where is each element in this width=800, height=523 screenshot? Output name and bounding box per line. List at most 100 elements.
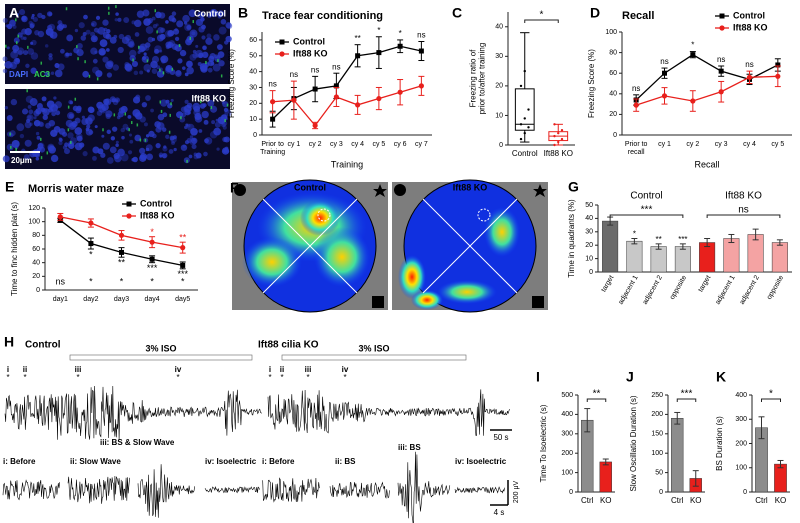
point	[557, 140, 560, 144]
cue	[234, 184, 246, 196]
cilia	[168, 130, 171, 134]
nucleus	[21, 108, 29, 115]
nucleus	[2, 17, 8, 23]
bar	[771, 242, 788, 273]
nucleus	[10, 50, 19, 59]
sig-label: *	[399, 29, 402, 38]
x-axis-label: Training	[331, 159, 363, 169]
cilia	[170, 102, 172, 106]
legend-label: Control	[293, 36, 325, 46]
y-tick-label: 20	[609, 111, 617, 118]
nucleus	[155, 143, 161, 149]
cilia	[10, 145, 12, 149]
point	[118, 232, 125, 238]
nucleus	[102, 56, 109, 63]
nucleus	[174, 36, 180, 41]
nucleus	[207, 67, 213, 73]
nucleus	[224, 40, 229, 45]
sig-label: **	[355, 34, 361, 43]
error-bar	[758, 416, 765, 440]
nucleus	[109, 146, 117, 154]
point	[119, 249, 124, 255]
nucleus	[29, 122, 33, 126]
nucleus	[86, 124, 91, 129]
y-tick-label: 20	[32, 273, 40, 280]
cilia	[102, 128, 104, 132]
error-bar	[602, 458, 609, 466]
chart-title: Trace fear conditioning	[262, 10, 383, 22]
nucleus	[179, 116, 186, 123]
cilia	[224, 119, 226, 123]
y-axis-label: Slow Oscillatio Duration (s)	[629, 395, 638, 491]
cilia	[205, 60, 207, 64]
nucleus	[21, 28, 28, 35]
y-tick-label: 0	[743, 489, 747, 496]
nucleus	[191, 144, 197, 150]
nucleus	[147, 36, 154, 43]
segment-marker: iii	[305, 365, 312, 374]
x-tick-label: adjacent 2	[739, 274, 761, 306]
heat-blob	[437, 280, 497, 304]
scale-label: 20μm	[11, 156, 32, 165]
nucleus	[159, 33, 166, 40]
nucleus	[104, 98, 112, 106]
nucleus	[47, 143, 55, 151]
sig-label: ns	[745, 60, 753, 69]
nucleus	[85, 29, 91, 35]
y-tick-label: 30	[495, 53, 503, 60]
nucleus	[123, 17, 130, 24]
nucleus	[47, 144, 55, 152]
y-tick-label: 20	[249, 100, 257, 107]
nucleus	[9, 61, 18, 70]
nucleus	[29, 23, 35, 29]
point-label: ***	[147, 263, 158, 273]
segment-star: *	[23, 373, 26, 382]
nucleus	[111, 98, 116, 103]
nucleus	[168, 15, 175, 22]
nucleus	[163, 145, 167, 149]
cilia	[132, 58, 134, 62]
nucleus	[48, 53, 53, 58]
cilia	[154, 9, 157, 13]
series-line	[272, 85, 422, 127]
x-tick-label: Control	[512, 149, 538, 158]
panel-label: I	[536, 369, 540, 385]
nucleus	[36, 103, 43, 110]
nucleus	[165, 134, 170, 139]
nucleus	[72, 105, 79, 112]
segment-star: *	[6, 373, 9, 382]
y-tick-label: 50	[655, 469, 663, 476]
nucleus	[198, 129, 203, 133]
nucleus	[90, 47, 98, 55]
legend-marker	[126, 201, 132, 207]
nucleus	[113, 34, 118, 39]
nucleus	[143, 64, 152, 72]
x-axis-label: Recall	[694, 159, 719, 169]
nucleus	[134, 32, 140, 37]
y-axis-label: BS Duration (s)	[715, 416, 724, 471]
y-tick-label: 60	[609, 70, 617, 77]
point	[355, 53, 361, 59]
cilia	[186, 159, 188, 163]
sig-label: ns	[290, 70, 298, 79]
x-tick-label: Prior to recall	[625, 141, 648, 156]
nucleus	[189, 137, 197, 146]
nucleus	[218, 26, 227, 35]
sig-label: ns	[417, 31, 425, 40]
nucleus	[37, 121, 44, 127]
nucleus	[220, 19, 227, 25]
cilia	[113, 113, 116, 117]
nucleus	[217, 116, 226, 125]
bar-label: ***	[678, 235, 687, 244]
segment-star: *	[76, 373, 79, 382]
nucleus	[17, 50, 23, 56]
cilia	[171, 67, 174, 71]
cilia	[46, 151, 49, 155]
nucleus	[168, 149, 174, 154]
nucleus	[213, 34, 220, 41]
nucleus	[169, 69, 176, 75]
nucleus	[81, 115, 85, 119]
nucleus	[68, 122, 77, 131]
nucleus	[42, 114, 48, 120]
iso-label: 3% ISO	[358, 343, 389, 353]
